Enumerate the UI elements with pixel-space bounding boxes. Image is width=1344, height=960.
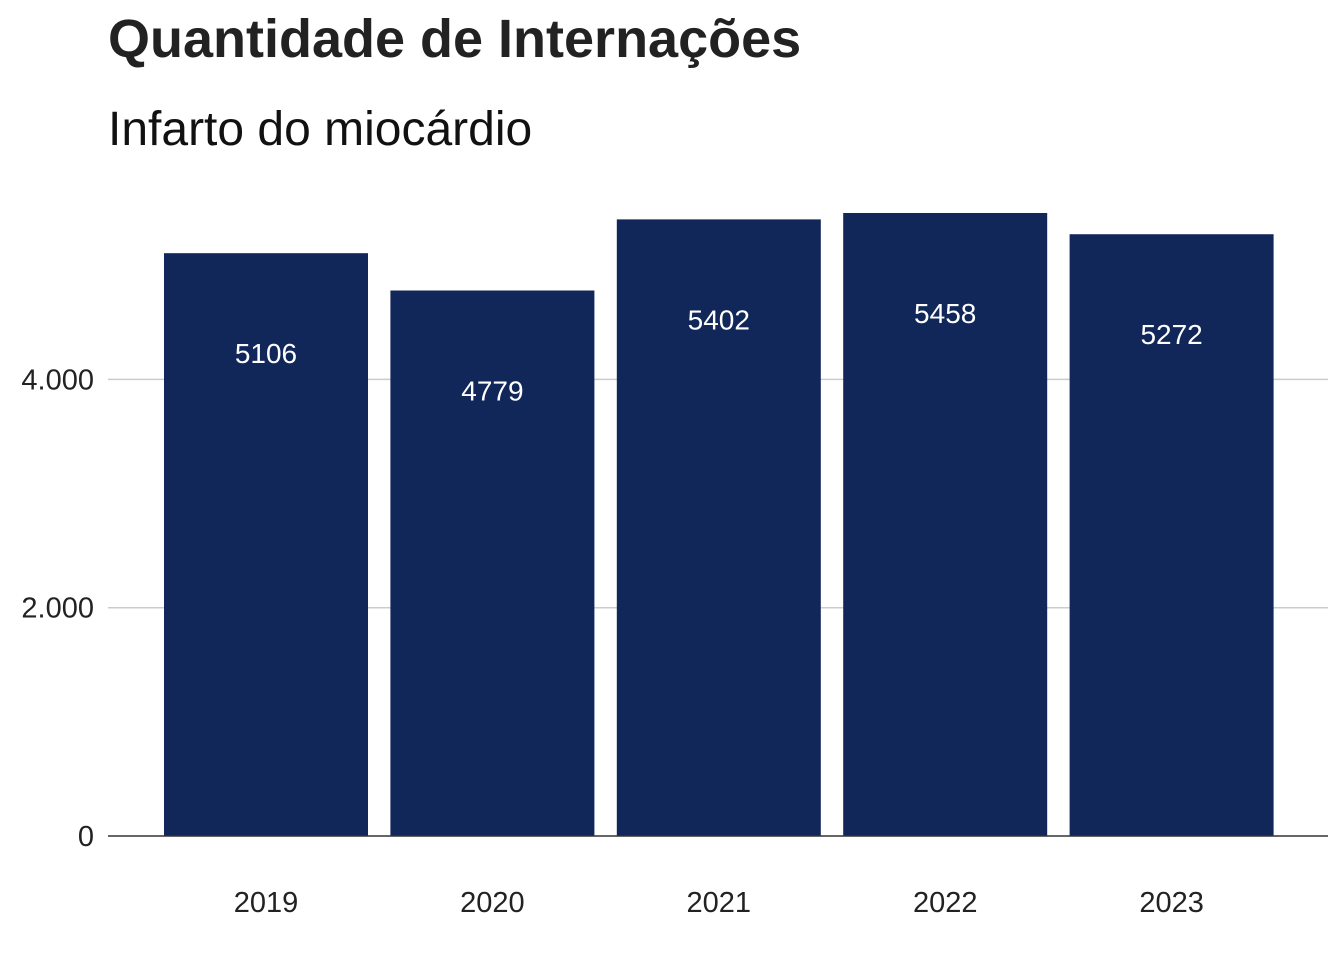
x-tick-label: 2021 xyxy=(687,887,752,919)
x-tick-label: 2019 xyxy=(234,887,299,919)
data-label: 5458 xyxy=(914,298,976,329)
data-label: 5272 xyxy=(1140,319,1202,350)
labels: 0 2.000 4.000 5106 2019 4779 2020 5402 2021 5458 2… xyxy=(21,298,1203,919)
y-tick-label: 0 xyxy=(78,821,94,853)
bar-2020 xyxy=(390,290,595,836)
data-label: 5106 xyxy=(235,338,297,369)
y-tick-label: 4.000 xyxy=(21,364,94,396)
x-tick-label: 2023 xyxy=(1139,887,1204,919)
bar-2021 xyxy=(616,219,821,836)
bar-2022 xyxy=(843,213,1048,836)
chart-subtitle: Infarto do miocárdio xyxy=(108,103,533,156)
x-tick-label: 2020 xyxy=(460,887,525,919)
chart-title: Quantidade de Internações xyxy=(108,9,802,69)
bars xyxy=(164,213,1274,837)
bar-2019 xyxy=(164,253,368,836)
y-tick-label: 2.000 xyxy=(21,593,94,625)
data-label: 4779 xyxy=(461,376,523,407)
x-tick-label: 2022 xyxy=(913,887,978,919)
bar-2023 xyxy=(1069,234,1274,837)
data-label: 5402 xyxy=(688,304,750,335)
